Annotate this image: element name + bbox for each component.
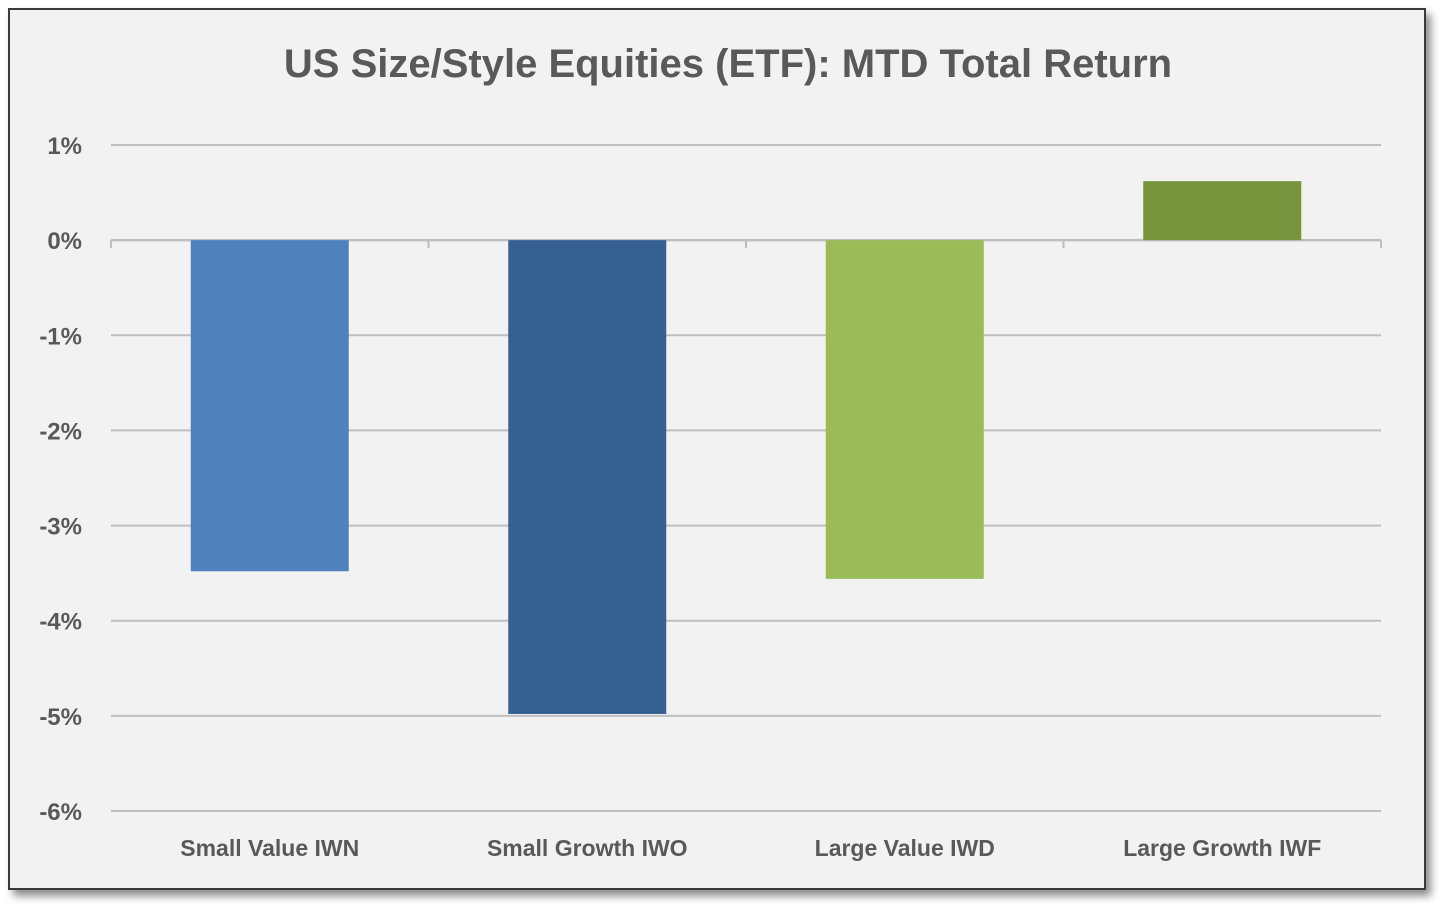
x-axis: Small Value IWN Small Growth IWO Large Val… [180,835,1321,861]
bar [508,240,667,714]
y-tick-label: -6% [39,799,82,826]
x-category-label: Small Value IWN [180,835,359,861]
bars [190,181,1302,714]
y-tick-label: 1% [47,133,82,160]
y-tick-label: -1% [39,323,82,350]
bar [1143,181,1302,241]
x-category-label: Large Value IWD [815,835,995,861]
y-tick-label: -5% [39,704,82,731]
y-tick-label: 0% [47,228,82,255]
x-category-label: Small Growth IWO [487,835,688,861]
bar [825,240,984,579]
bar [190,240,349,572]
y-tick-label: -3% [39,514,82,541]
y-tick-label: -4% [39,609,82,636]
y-tick-label: -2% [39,418,82,445]
chart-title: US Size/Style Equities (ETF): MTD Total … [283,42,1173,86]
y-axis: 1% 0% -1% -2% -3% -4% -5% -6% [39,133,82,826]
x-category-label: Large Growth IWF [1123,835,1321,861]
